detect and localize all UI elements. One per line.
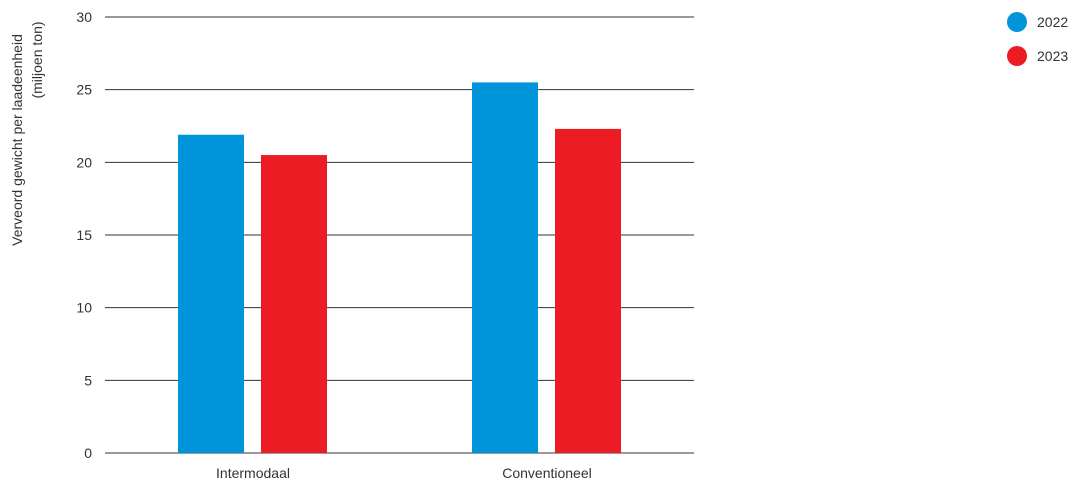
- legend-label-2022: 2022: [1037, 14, 1068, 30]
- x-category-label: Intermodaal: [216, 465, 290, 481]
- bar-2022-conventioneel: [472, 82, 538, 454]
- legend-swatch-2022: [1007, 12, 1027, 32]
- y-tick-label: 20: [76, 154, 92, 170]
- bars: [178, 82, 621, 454]
- y-tick-label: 0: [84, 445, 92, 461]
- y-tick-label: 5: [84, 372, 92, 388]
- legend: 2022 2023: [1007, 12, 1068, 66]
- y-tick-labels: 0 5 10 15 20 25 30: [76, 9, 92, 461]
- x-category-labels: Intermodaal Conventioneel: [216, 465, 592, 481]
- y-axis-title-line2: (miljoen ton): [29, 21, 45, 98]
- legend-label-2023: 2023: [1037, 48, 1068, 64]
- y-tick-label: 30: [76, 9, 92, 25]
- y-tick-label: 25: [76, 82, 92, 98]
- bar-2023-conventioneel: [555, 128, 621, 453]
- y-tick-label: 15: [76, 227, 92, 243]
- bar-2022-intermodaal: [178, 134, 244, 453]
- legend-swatch-2023: [1007, 46, 1027, 66]
- y-tick-label: 10: [76, 300, 92, 316]
- bar-2023-intermodaal: [261, 155, 327, 454]
- y-axis-title-line1: Verveord gewicht per laadeenheid: [9, 34, 25, 246]
- x-category-label: Conventioneel: [502, 465, 592, 481]
